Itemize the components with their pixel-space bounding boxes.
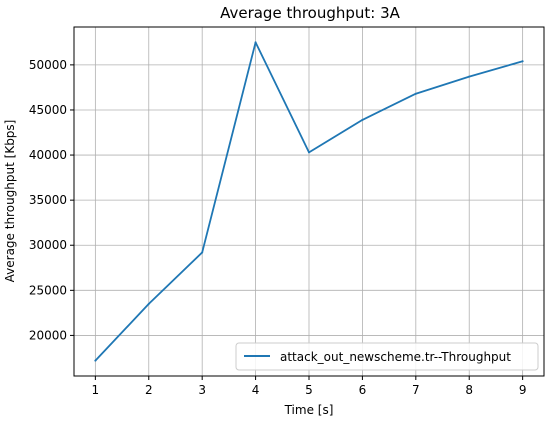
- data-point: [94, 359, 97, 362]
- x-tick-label: 8: [465, 383, 473, 397]
- data-point: [361, 118, 364, 121]
- x-tick-label: 5: [305, 383, 313, 397]
- x-tick-label: 4: [252, 383, 260, 397]
- data-point: [521, 60, 524, 63]
- y-axis-ticks: 20000 25000 30000 35000 40000 45000 50000: [29, 58, 74, 342]
- data-point: [308, 151, 310, 154]
- y-axis-label: Average throughput [Kbps]: [3, 120, 17, 283]
- grid-lines: [74, 27, 544, 376]
- y-tick-label: 50000: [29, 58, 67, 72]
- x-tick-label: 6: [359, 383, 367, 397]
- y-tick-label: 30000: [29, 238, 67, 252]
- y-tick-label: 35000: [29, 193, 67, 207]
- x-axis-label: Time [s]: [284, 403, 334, 417]
- x-tick-label: 1: [92, 383, 100, 397]
- y-tick-label: 20000: [29, 328, 67, 342]
- y-tick-label: 45000: [29, 103, 67, 117]
- data-point: [201, 251, 204, 254]
- y-tick-label: 40000: [29, 148, 67, 162]
- x-tick-label: 2: [145, 383, 153, 397]
- x-tick-label: 3: [198, 383, 206, 397]
- data-point: [414, 92, 417, 95]
- data-point: [468, 75, 471, 78]
- chart-title: Average throughput: 3A: [220, 4, 401, 22]
- data-point: [147, 302, 150, 305]
- legend: attack_out_newscheme.tr--Throughput: [235, 342, 539, 371]
- series-group: [94, 41, 524, 362]
- legend-label: attack_out_newscheme.tr--Throughput: [280, 350, 511, 364]
- x-tick-label: 7: [412, 383, 420, 397]
- x-axis-ticks: 1 2 3 4 5 6 7 8 9: [92, 376, 527, 397]
- legend-box: [235, 342, 539, 371]
- x-tick-label: 9: [519, 383, 527, 397]
- y-tick-label: 25000: [29, 283, 67, 297]
- data-point: [254, 41, 257, 44]
